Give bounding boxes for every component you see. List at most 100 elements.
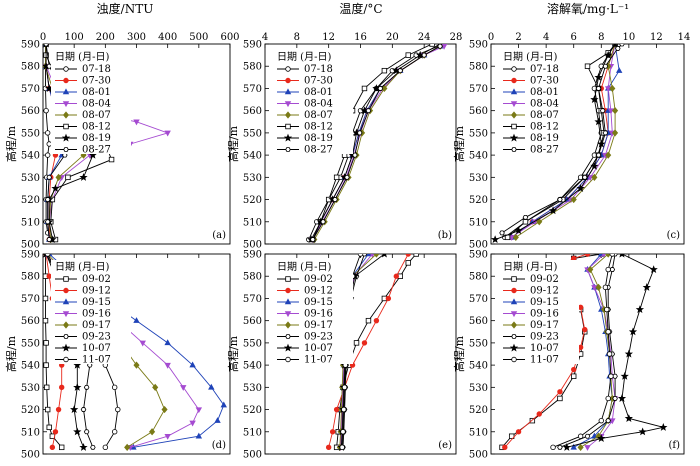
legend-label: 09-17	[82, 320, 111, 331]
y-tick-label: 540	[21, 361, 40, 372]
data-point	[180, 385, 187, 391]
legend-label: 09-02	[82, 274, 111, 285]
data-point	[440, 44, 448, 50]
legend-item: 08-04	[277, 99, 333, 110]
y-tick-label: 590	[21, 250, 40, 261]
data-point	[381, 84, 388, 93]
data-point	[44, 254, 51, 257]
data-point	[333, 406, 340, 413]
data-point	[164, 130, 171, 137]
legend-swatch-marker	[511, 276, 517, 282]
legend-item: 09-23	[277, 332, 333, 343]
data-point	[612, 129, 619, 137]
panel-label: (f)	[668, 440, 680, 451]
data-point	[619, 44, 625, 47]
legend: 日期 (月-日)07-1807-3008-0108-0408-0708-1208…	[51, 50, 131, 156]
data-point	[628, 327, 638, 336]
data-point	[587, 175, 594, 181]
legend-label: 07-30	[304, 76, 333, 87]
data-point	[599, 108, 606, 114]
data-point	[557, 444, 563, 450]
data-point	[43, 362, 49, 368]
x-tick-label: 10	[622, 32, 635, 43]
y-tick-label: 540	[243, 361, 262, 372]
data-point	[429, 44, 435, 47]
data-point	[602, 284, 609, 291]
legend-label: 08-07	[530, 110, 559, 121]
legend-label: 08-12	[530, 122, 559, 133]
legend-swatch-marker	[510, 321, 518, 329]
y-tick-label: 590	[21, 40, 40, 51]
legend-item: 09-23	[55, 332, 111, 343]
data-point	[365, 108, 372, 114]
data-point	[46, 237, 52, 242]
data-point	[582, 326, 588, 333]
legend-title: 日期 (月-日)	[277, 51, 331, 63]
legend-label: 09-17	[530, 320, 559, 331]
data-point	[604, 306, 610, 313]
data-point	[195, 432, 203, 439]
y-tick-label: 500	[243, 450, 262, 461]
legend-item: 09-15	[55, 297, 111, 308]
legend-swatch-marker	[62, 88, 70, 95]
legend-swatch-marker	[62, 101, 70, 108]
data-point	[73, 360, 82, 369]
legend-label: 08-04	[304, 99, 333, 110]
legend-item: 09-17	[277, 320, 333, 331]
data-point	[73, 383, 82, 391]
data-point	[59, 444, 65, 451]
legend-item: 09-02	[55, 274, 111, 285]
legend-swatch-marker	[511, 356, 517, 363]
data-point	[373, 317, 380, 324]
legend-label: 11-07	[530, 355, 559, 366]
data-point	[365, 254, 372, 257]
legend-label: 10-07	[82, 343, 111, 354]
panel-label: (d)	[212, 440, 226, 451]
data-point	[385, 295, 392, 302]
legend-item: 08-27	[55, 145, 111, 156]
y-tick-label: 520	[469, 405, 488, 416]
legend-swatch-marker	[284, 311, 292, 318]
legend-item: 11-07	[55, 355, 111, 366]
data-point	[605, 254, 612, 258]
data-point	[208, 383, 215, 390]
legend-label: 11-07	[82, 355, 111, 366]
data-point	[365, 317, 372, 324]
legend-item: 09-15	[503, 297, 559, 308]
data-point	[609, 418, 616, 425]
legend-label: 08-04	[82, 99, 111, 110]
legend-label: 07-18	[82, 64, 111, 75]
legend-item: 07-30	[503, 76, 559, 87]
legend-swatch-marker	[62, 298, 70, 305]
y-tick-label: 520	[21, 195, 40, 206]
x-tick-label: 6	[571, 32, 577, 43]
legend-swatch-marker	[285, 147, 291, 152]
y-tick-label: 500	[21, 450, 40, 461]
y-axis-label: 高程/m	[452, 125, 466, 162]
series-line	[328, 254, 409, 448]
data-point	[606, 351, 613, 357]
data-point	[70, 405, 79, 414]
legend: 日期 (月-日)09-0209-1209-1509-1609-1709-2310…	[51, 260, 131, 366]
legend-swatch-marker	[285, 356, 291, 363]
y-tick-label: 570	[21, 294, 40, 305]
x-tick-label: 600	[220, 32, 239, 43]
y-tick-label: 580	[21, 62, 40, 73]
data-point	[522, 214, 529, 220]
data-point	[133, 119, 140, 126]
data-point	[591, 173, 598, 181]
legend-label: 08-01	[530, 87, 559, 98]
y-tick-label: 530	[469, 173, 488, 184]
legend-swatch-marker	[511, 287, 517, 294]
legend-swatch-marker	[284, 321, 292, 329]
data-point	[617, 394, 627, 402]
legend-item: 08-07	[55, 110, 111, 121]
legend-swatch-marker	[284, 111, 292, 119]
data-point	[557, 395, 563, 402]
data-point	[635, 305, 645, 314]
legend-swatch-marker	[511, 123, 517, 130]
data-point	[83, 384, 90, 390]
y-tick-label: 510	[469, 217, 488, 228]
legend-swatch-marker	[61, 343, 71, 352]
